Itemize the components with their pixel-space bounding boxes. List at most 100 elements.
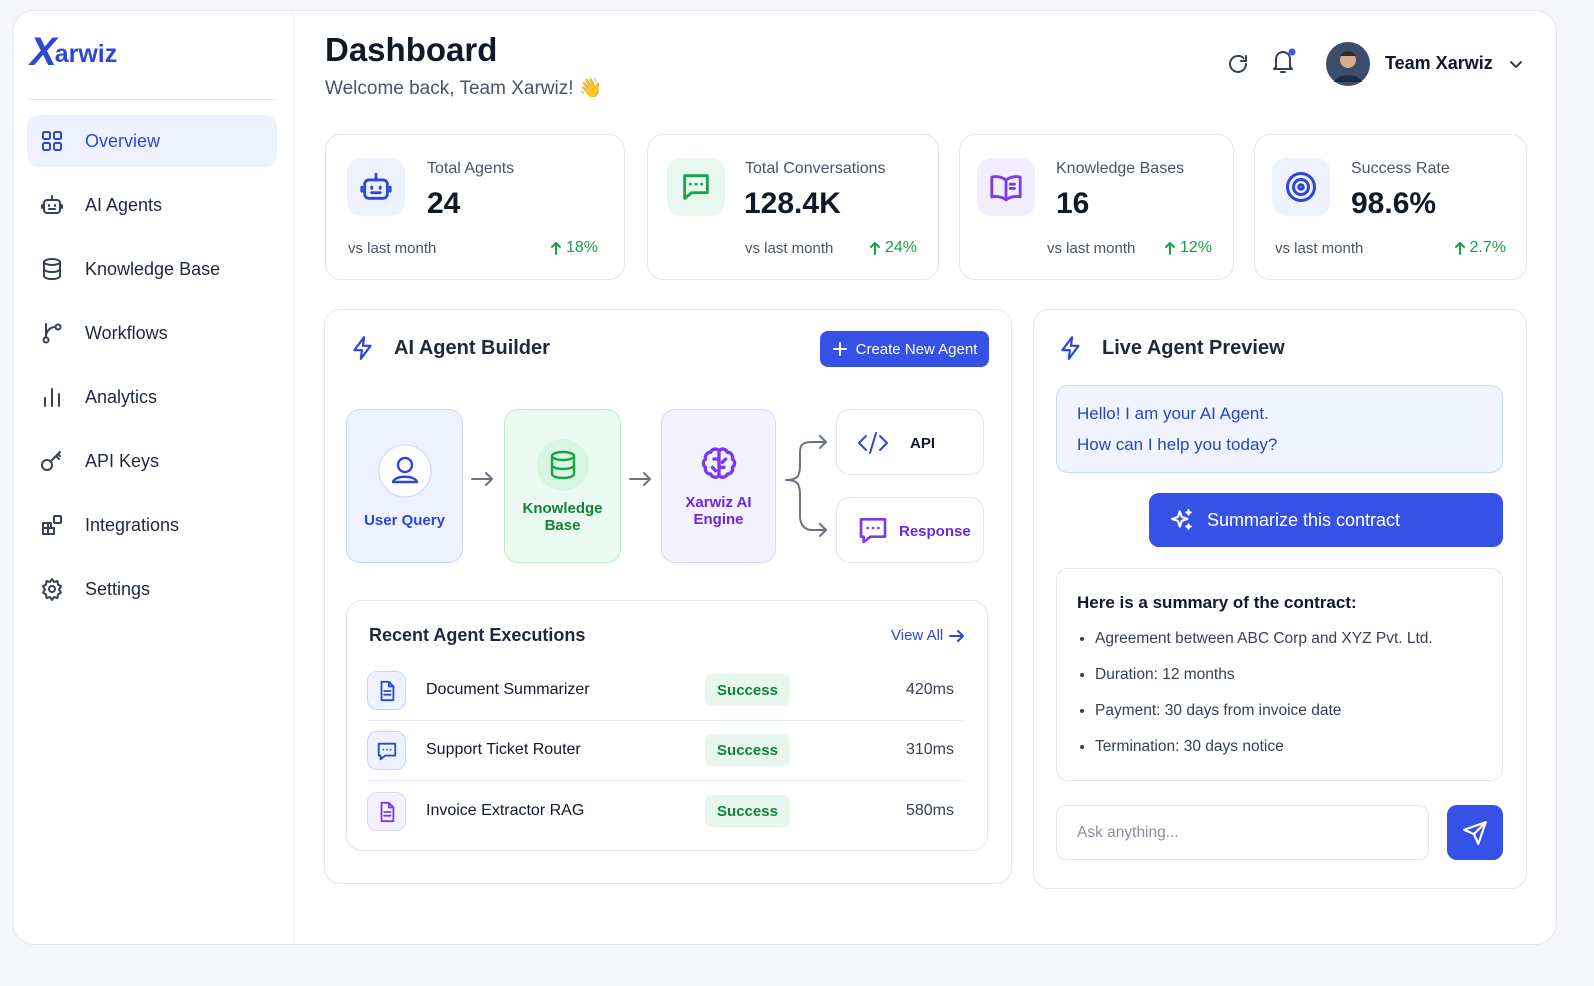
execution-row[interactable]: Support Ticket Router Success 310ms [367, 720, 965, 780]
stat-icon [1272, 158, 1330, 216]
nav-label: Overview [85, 130, 161, 151]
status-badge: Success [705, 734, 790, 766]
execution-row[interactable]: Document Summarizer Success 420ms [367, 660, 965, 720]
stat-change: 24% [869, 239, 917, 257]
stat-compare: vs last month [348, 240, 437, 257]
message-line: How can I help you today? [1077, 435, 1278, 454]
nav-item[interactable]: AI Agents [27, 179, 277, 231]
summary-item: Payment: 30 days from invoice date [1095, 693, 1433, 729]
chat-input[interactable]: Ask anything... [1056, 805, 1429, 860]
nav-item[interactable]: API Keys [27, 435, 277, 487]
stat-value: 16 [1056, 187, 1090, 220]
stat-change: 2.7% [1454, 239, 1506, 257]
stat-change-text: 12% [1179, 239, 1212, 256]
row-divider [367, 720, 965, 721]
flow-label: Knowledge Base [522, 500, 603, 534]
stat-change-text: 18% [565, 239, 598, 256]
row-icon [367, 731, 406, 770]
status-badge: Success [705, 795, 790, 827]
flow-node[interactable]: User Query [346, 409, 463, 563]
nav-label: Knowledge Base [85, 258, 221, 279]
row-icon [367, 792, 406, 831]
flow-output[interactable]: API [836, 409, 984, 475]
row-name: Document Summarizer [426, 681, 590, 698]
builder-title: AI Agent Builder [394, 337, 550, 359]
row-name: Invoice Extractor RAG [426, 802, 585, 819]
nav-item[interactable]: Analytics [27, 371, 277, 423]
user-menu-chevron[interactable] [1508, 56, 1524, 72]
flow-node[interactable]: Xarwiz AI Engine [661, 409, 776, 563]
status-badge: Success [705, 674, 790, 706]
nav-item[interactable]: Integrations [27, 499, 277, 551]
summary-title: Here is a summary of the contract: [1077, 593, 1357, 612]
view-all-link[interactable]: View All [891, 627, 965, 644]
page-title: Dashboard [325, 31, 498, 68]
flow-arrow [471, 472, 493, 486]
nav-item[interactable]: Settings [27, 563, 277, 615]
message-line: Hello! I am your AI Agent. [1077, 404, 1269, 423]
preview-icon [1061, 336, 1080, 360]
flow-arrow [629, 472, 651, 486]
summary-list: Agreement between ABC Corp and XYZ Pvt. … [1057, 621, 1433, 765]
row-duration: 580ms [905, 802, 954, 819]
stat-change-text: 24% [884, 239, 917, 256]
nav-item[interactable]: Knowledge Base [27, 243, 277, 295]
logo: X arwiz [30, 29, 118, 74]
summary-item: Agreement between ABC Corp and XYZ Pvt. … [1095, 621, 1433, 657]
summary-card: Here is a summary of the contract: Agree… [1056, 568, 1503, 781]
create-agent-button[interactable]: Create New Agent [820, 331, 989, 367]
nav-item[interactable]: Overview [27, 115, 277, 167]
executions-card [346, 600, 988, 851]
agent-message: Hello! I am your AI Agent. How can I hel… [1056, 385, 1503, 473]
stat-compare: vs last month [745, 240, 834, 257]
send-button[interactable] [1447, 805, 1503, 860]
stat-label: Knowledge Bases [1056, 160, 1185, 177]
stat-icon [977, 158, 1035, 216]
builder-icon [353, 336, 372, 360]
link-label: View All [891, 627, 944, 644]
refresh-button[interactable] [1226, 52, 1250, 76]
logo-mark: X [30, 29, 57, 74]
stat-label: Success Rate [1351, 160, 1450, 177]
input-placeholder: Ask anything... [1077, 824, 1179, 841]
notifications-button[interactable] [1270, 46, 1298, 76]
row-duration: 420ms [905, 681, 954, 698]
stat-change-text: 2.7% [1469, 239, 1506, 256]
stat-change: 18% [550, 239, 598, 257]
user-name[interactable]: Team Xarwiz [1385, 53, 1493, 73]
summary-item: Duration: 12 months [1095, 657, 1433, 693]
nav-item[interactable]: Workflows [27, 307, 277, 359]
user-avatar[interactable] [1326, 42, 1370, 86]
flow-node[interactable]: Knowledge Base [504, 409, 621, 563]
stat-compare: vs last month [1047, 240, 1136, 257]
summarize-button[interactable]: Summarize this contract [1149, 493, 1503, 547]
nav-label: Workflows [85, 322, 168, 343]
output-label: Response [899, 523, 971, 540]
logo-text: arwiz [54, 39, 118, 68]
stat-label: Total Conversations [745, 160, 886, 177]
row-icon [367, 671, 406, 710]
nav-label: Analytics [85, 386, 158, 407]
stat-icon [347, 158, 405, 216]
sidebar-divider [293, 11, 294, 944]
stat-value: 128.4K [744, 187, 841, 220]
stat-compare: vs last month [1275, 240, 1364, 257]
output-label: API [910, 435, 936, 452]
flow-output[interactable]: Response [836, 497, 984, 563]
executions-title: Recent Agent Executions [369, 625, 586, 645]
nav-label: API Keys [85, 450, 160, 471]
button-label: Summarize this contract [1207, 509, 1401, 530]
nav-label: Integrations [85, 514, 180, 535]
stat-icon [667, 158, 725, 216]
button-label: Create New Agent [855, 340, 978, 358]
row-divider [367, 780, 965, 781]
row-name: Support Ticket Router [426, 741, 581, 758]
stat-change: 12% [1164, 239, 1212, 257]
summary-item: Termination: 30 days notice [1095, 729, 1433, 765]
stat-value: 24 [427, 187, 461, 220]
execution-row[interactable]: Invoice Extractor RAG Success 580ms [367, 781, 965, 841]
stat-label: Total Agents [427, 160, 515, 177]
flow-label: User Query [364, 511, 445, 529]
